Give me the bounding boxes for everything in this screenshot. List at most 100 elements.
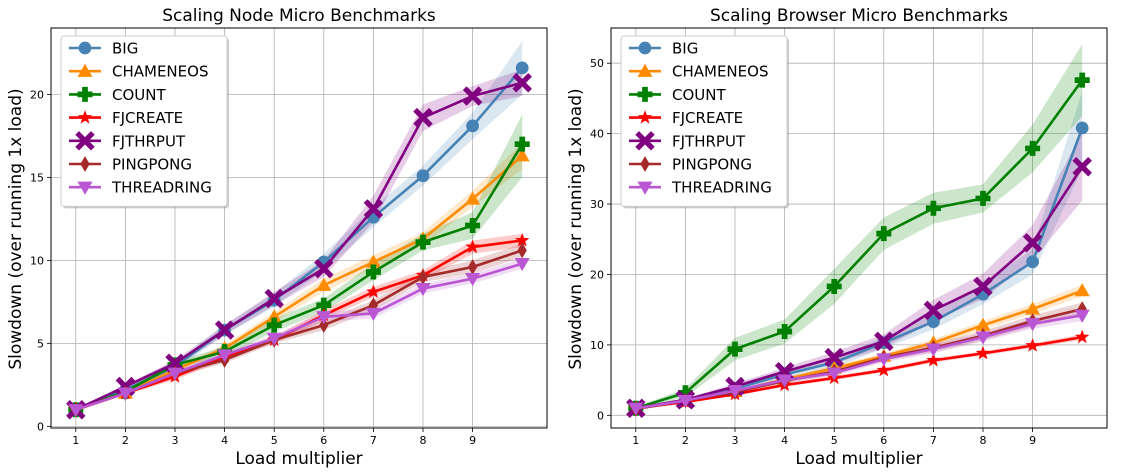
x-tick-label: 5 <box>271 434 278 447</box>
legend-label: THREADRING <box>111 179 212 197</box>
series-fjthrput <box>66 73 532 420</box>
legend-label: FJCREATE <box>672 109 743 127</box>
x-tick-label: 3 <box>172 434 179 447</box>
x-tick-label: 8 <box>420 434 427 447</box>
data-point <box>876 226 892 242</box>
data-point <box>517 242 527 259</box>
x-tick-label: 4 <box>221 434 228 447</box>
legend-item-fjthrput: FJTHRPUT <box>629 131 746 151</box>
legend-label: FJCREATE <box>112 109 183 127</box>
legend-label: CHAMENEOS <box>112 63 208 81</box>
data-point <box>467 259 478 275</box>
legend-marker <box>638 41 652 55</box>
legend-marker <box>637 86 653 102</box>
legend: BIG CHAMENEOS COUNT FJCREATE FJTHRPUT PINGPON… <box>620 35 789 209</box>
y-axis-label: Slowdown (over running 1x load) <box>566 88 586 369</box>
y-tick-label: 15 <box>30 171 44 184</box>
y-tick-label: 20 <box>590 268 604 281</box>
data-point <box>1025 318 1041 332</box>
y-axis-label: Slowdown (over running 1x load) <box>6 88 26 369</box>
data-point <box>1074 283 1090 297</box>
legend-item-threadring: THREADRING <box>69 179 212 197</box>
legend-item-chameneos: CHAMENEOS <box>69 63 208 81</box>
legend-marker <box>637 181 653 195</box>
legend-marker <box>77 63 93 77</box>
chart-node-micro-benchmarks: Scaling Node Micro Benchmarks Load multi… <box>6 6 548 469</box>
data-point <box>677 394 693 409</box>
x-axis-label: Load multiplier <box>235 449 362 469</box>
data-point <box>975 345 991 360</box>
legend-marker <box>77 86 93 102</box>
y-tick-label: 10 <box>590 339 604 352</box>
legend-label: FJTHRPUT <box>672 132 746 150</box>
legend-item-pingpong: PINGPONG <box>629 156 752 174</box>
x-tick-label: 8 <box>980 434 987 447</box>
data-point <box>415 234 431 250</box>
legend-label: BIG <box>672 40 698 58</box>
x-tick-label: 9 <box>1029 434 1036 447</box>
legend-item-fjthrput: FJTHRPUT <box>69 131 186 151</box>
data-point <box>826 367 842 381</box>
legend-box <box>60 35 228 207</box>
legend-marker <box>75 131 95 151</box>
legend: BIG CHAMENEOS COUNT FJCREATE FJTHRPUT PINGPON… <box>60 35 229 209</box>
legend-label: CHAMENEOS <box>672 63 768 81</box>
data-point <box>316 277 332 291</box>
data-point <box>824 347 844 368</box>
data-point <box>165 353 185 373</box>
series-band-threadring <box>75 258 523 411</box>
data-point <box>465 191 481 205</box>
legend-item-pingpong: PINGPONG <box>69 156 192 174</box>
x-tick-label: 2 <box>122 434 129 447</box>
x-tick-label: 7 <box>930 434 937 447</box>
chart-title: Scaling Browser Micro Benchmarks <box>710 6 1008 26</box>
data-point <box>628 402 644 416</box>
x-tick-label: 6 <box>880 434 887 447</box>
series-line <box>635 166 1084 410</box>
legend-item-count: COUNT <box>629 86 726 104</box>
series-line <box>75 262 523 411</box>
legend-label: COUNT <box>112 86 166 104</box>
series-line <box>75 81 523 411</box>
y-tick-label: 5 <box>37 337 44 350</box>
y-tick-label: 30 <box>590 198 604 211</box>
data-point <box>465 218 481 234</box>
series-threadring <box>628 309 1090 416</box>
y-tick-label: 0 <box>37 420 44 433</box>
series-line <box>75 143 524 411</box>
data-point <box>926 352 941 367</box>
y-tick-label: 50 <box>590 57 604 70</box>
y-tick-label: 10 <box>30 254 44 267</box>
data-point <box>319 317 329 333</box>
data-point <box>777 324 793 340</box>
data-point <box>876 362 891 377</box>
data-point <box>266 317 282 333</box>
chart-title: Scaling Node Micro Benchmarks <box>162 6 436 26</box>
data-point <box>973 276 993 297</box>
data-point <box>975 190 991 206</box>
series-threadring <box>68 258 530 418</box>
data-point <box>927 315 940 329</box>
legend-marker <box>637 110 653 124</box>
data-point <box>117 387 133 401</box>
x-tick-label: 6 <box>320 434 327 447</box>
data-point <box>515 232 530 247</box>
x-tick-label: 1 <box>632 434 639 447</box>
data-point <box>418 269 428 285</box>
series-band-fjcreate <box>75 233 523 411</box>
data-point <box>365 264 381 280</box>
data-point <box>923 300 944 321</box>
data-point <box>462 86 483 106</box>
data-point <box>266 332 282 346</box>
legend-item-fjcreate: FJCREATE <box>69 109 183 127</box>
data-point <box>415 282 431 297</box>
data-point <box>727 385 743 399</box>
data-point <box>366 284 381 298</box>
legend-label: THREADRING <box>671 179 772 197</box>
data-point <box>365 254 381 268</box>
legend-item-threadring: THREADRING <box>629 179 772 197</box>
data-point <box>316 311 332 325</box>
data-point <box>465 239 480 254</box>
y-tick-label: 40 <box>590 128 604 141</box>
